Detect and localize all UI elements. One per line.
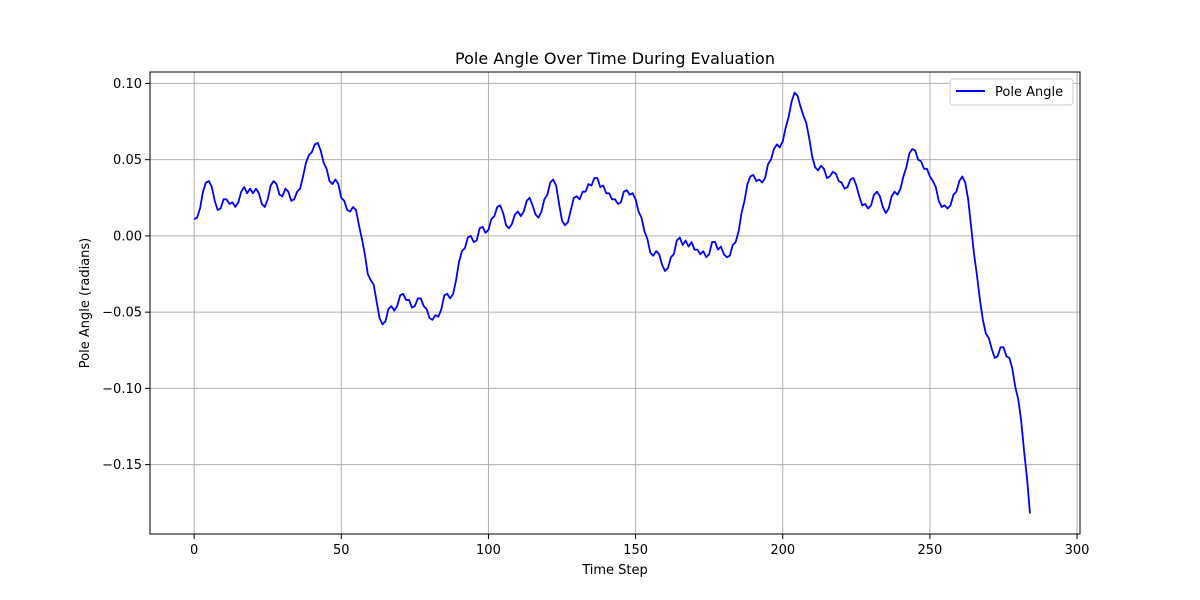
x-tick-label: 250: [917, 543, 942, 558]
series-line-pole-angle: [193, 91, 1031, 514]
y-axis: −0.15 −0.10 −0.05 0.00 0.05 0.10: [102, 77, 150, 473]
legend-entry-pole-angle: Pole Angle: [995, 85, 1063, 100]
x-tick-label: 100: [476, 543, 501, 558]
x-tick-label: 150: [623, 543, 648, 558]
x-axis: 0 50 100 150 200 250 300: [190, 534, 1089, 558]
y-tick-label: −0.05: [102, 306, 142, 321]
series-layer: [193, 91, 1031, 514]
y-tick-label: 0.00: [113, 229, 142, 244]
x-tick-label: 300: [1065, 543, 1090, 558]
x-tick-label: 50: [333, 543, 350, 558]
plot-area-frame: [149, 71, 1081, 535]
y-tick-label: 0.05: [113, 153, 142, 168]
x-axis-label: Time Step: [581, 563, 648, 578]
x-tick-label: 200: [770, 543, 795, 558]
chart-title: Pole Angle Over Time During Evaluation: [455, 49, 775, 68]
grid-lines: [150, 72, 1080, 534]
legend: Pole Angle: [949, 78, 1074, 106]
legend-box: [949, 78, 1074, 106]
y-axis-label: Pole Angle (radians): [78, 238, 93, 369]
y-tick-label: −0.10: [102, 382, 142, 397]
y-tick-label: 0.10: [113, 77, 142, 92]
y-tick-label: −0.15: [102, 458, 142, 473]
x-tick-label: 0: [190, 543, 198, 558]
